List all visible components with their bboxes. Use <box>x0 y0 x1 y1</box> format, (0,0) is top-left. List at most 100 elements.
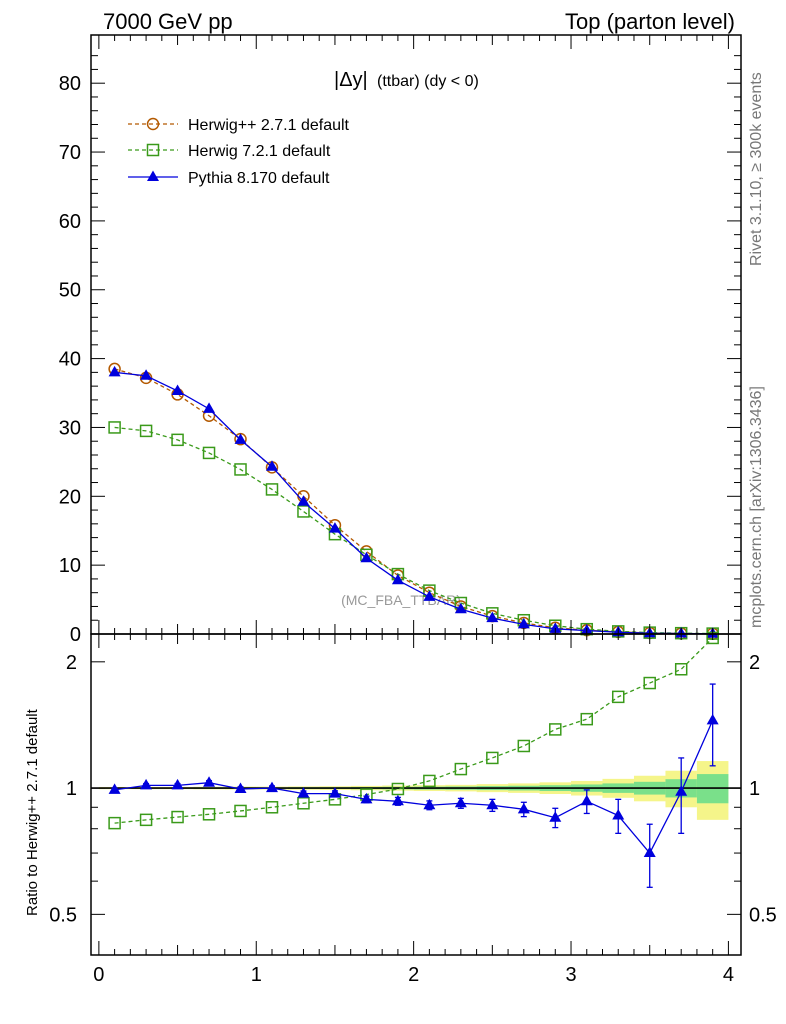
legend-label-herwig7: Herwig 7.2.1 default <box>188 143 331 160</box>
data-point <box>171 384 184 395</box>
data-point <box>391 782 405 796</box>
ratio-y-tick-label: 1 <box>66 778 77 800</box>
data-point <box>486 751 499 765</box>
legend: Herwig++ 2.7.1 default Herwig 7.2.1 defa… <box>128 117 350 187</box>
data-point <box>674 663 688 676</box>
data-point <box>328 522 341 533</box>
data-point <box>265 483 279 496</box>
data-point <box>171 433 184 447</box>
data-point <box>549 723 562 736</box>
data-point <box>108 783 121 794</box>
mcplots-reference-label: mcplots.cern.ch [arXiv:1306.3436] <box>748 386 765 628</box>
data-point <box>297 505 310 518</box>
data-point <box>203 776 216 787</box>
y-tick-label: 0 <box>70 624 81 646</box>
data-point <box>454 602 467 614</box>
data-point <box>328 787 341 798</box>
data-point <box>297 797 310 810</box>
data-point <box>423 590 436 601</box>
ratio-y-tick-label: 2 <box>66 652 77 674</box>
data-point <box>549 622 562 633</box>
ratio-series-layer <box>108 631 719 888</box>
legend-entry-herwigpp: Herwig++ 2.7.1 default <box>128 117 350 134</box>
legend-entry-herwig7: Herwig 7.2.1 default <box>128 143 331 160</box>
data-point <box>202 446 216 460</box>
y-tick-label: 10 <box>59 555 81 577</box>
ratio-y-tick-label-right: 0.5 <box>749 904 777 926</box>
data-point <box>265 781 278 793</box>
y-tick-label: 80 <box>59 73 81 95</box>
data-point <box>360 551 373 563</box>
y-tick-label: 40 <box>59 349 81 371</box>
header-collision-label: 7000 GeV pp <box>103 9 233 34</box>
data-point <box>297 787 310 798</box>
y-tick-label: 20 <box>59 486 81 508</box>
plot-title-main: |Δy| <box>334 69 368 91</box>
series-line <box>114 720 714 855</box>
data-point <box>234 433 247 444</box>
data-point <box>140 369 153 380</box>
rivet-version-label: Rivet 3.1.10, ≥ 300k events <box>748 72 765 266</box>
data-point <box>360 792 373 804</box>
series-line <box>114 368 713 635</box>
ratio-y-axis-label: Ratio to Herwig++ 2.7.1 default <box>24 708 41 916</box>
legend-entry-pythia: Pythia 8.170 default <box>128 170 330 187</box>
data-point <box>139 813 153 827</box>
data-point <box>234 804 247 818</box>
data-point <box>517 802 530 814</box>
y-tick-label: 70 <box>59 142 81 164</box>
data-point <box>454 796 467 808</box>
data-point <box>265 801 279 814</box>
data-point <box>675 785 688 796</box>
legend-marker-herwig7 <box>146 143 160 157</box>
x-tick-label: 2 <box>408 964 419 986</box>
data-point <box>171 810 184 824</box>
y-tick-label: 50 <box>59 280 81 302</box>
x-tick-label: 1 <box>251 964 262 986</box>
series-line <box>114 371 713 635</box>
data-point <box>580 794 593 806</box>
legend-label-pythia: Pythia 8.170 default <box>188 170 330 187</box>
legend-marker-pythia <box>147 170 159 181</box>
ratio-uncertainty-bands <box>91 761 741 820</box>
data-point <box>580 712 594 726</box>
y-tick-label: 30 <box>59 417 81 439</box>
data-point <box>265 460 278 471</box>
data-point <box>391 573 404 585</box>
ratio-frame <box>90 633 742 956</box>
ratio-y-tick-label: 0.5 <box>49 904 77 926</box>
data-point <box>234 782 247 793</box>
data-point <box>203 402 216 413</box>
data-point <box>171 778 184 790</box>
legend-label-herwigpp: Herwig++ 2.7.1 default <box>188 117 350 134</box>
data-point <box>297 495 310 506</box>
data-point <box>486 798 499 810</box>
data-point <box>612 809 625 820</box>
data-point <box>108 816 121 830</box>
data-point <box>139 424 153 438</box>
data-point <box>423 798 436 810</box>
axes-layer: 0 10 20 30 40 50 60 70 80 0 1 2 3 4 0.5 0.5 1 1 2 2 <box>49 34 777 986</box>
data-point <box>517 739 531 753</box>
analysis-watermark: (MC_FBA_TTBAR) <box>341 592 461 608</box>
data-point <box>517 617 530 629</box>
data-point <box>202 808 216 821</box>
data-point <box>611 690 625 704</box>
y-tick-label: 60 <box>59 211 81 233</box>
data-point <box>706 713 719 725</box>
data-point <box>486 611 499 623</box>
data-point <box>391 794 404 806</box>
x-tick-label: 0 <box>93 964 104 986</box>
data-point <box>234 463 247 476</box>
header-observable-label: Top (parton level) <box>565 9 735 34</box>
ratio-y-tick-label-right: 2 <box>749 652 760 674</box>
legend-marker-herwigpp <box>146 117 160 131</box>
data-point <box>108 365 121 377</box>
data-point <box>423 774 436 788</box>
data-point <box>643 846 656 858</box>
ratio-y-tick-label-right: 1 <box>749 778 760 800</box>
data-point <box>549 811 562 822</box>
data-point <box>140 778 153 790</box>
x-tick-label: 3 <box>565 964 576 986</box>
